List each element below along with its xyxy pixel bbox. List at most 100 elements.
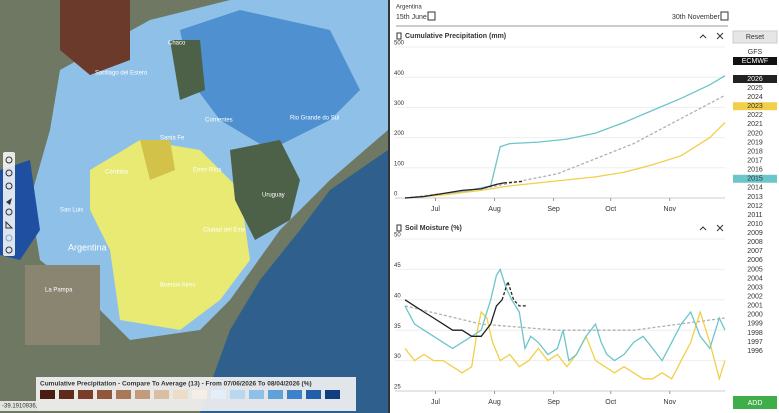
start-date[interactable]: 15th June xyxy=(396,14,427,21)
swatch xyxy=(287,390,302,399)
y-tick-label: 25 xyxy=(394,385,401,391)
series-line xyxy=(404,94,726,199)
tool-settings[interactable] xyxy=(5,246,13,254)
year[interactable]: 2008 xyxy=(747,239,763,246)
year[interactable]: 1998 xyxy=(747,330,763,337)
year[interactable]: 2025 xyxy=(747,85,763,92)
year[interactable]: 2004 xyxy=(747,275,763,282)
year[interactable]: 1997 xyxy=(747,339,763,346)
year[interactable]: 2005 xyxy=(747,266,763,273)
end-date[interactable]: 30th November xyxy=(672,14,721,21)
year[interactable]: 2007 xyxy=(747,248,763,255)
series-line xyxy=(404,305,726,331)
calendar-icon[interactable] xyxy=(720,11,729,21)
add-button[interactable] xyxy=(733,396,777,409)
x-tick-label: Nov xyxy=(664,206,677,213)
model[interactable]: ECMWF xyxy=(742,58,768,65)
swatch xyxy=(306,390,321,399)
swatch xyxy=(211,390,226,399)
tool-navigate[interactable] xyxy=(6,198,12,205)
year[interactable]: 1999 xyxy=(747,321,763,328)
series-line xyxy=(501,279,527,307)
x-tick-label: Nov xyxy=(664,399,677,406)
y-tick-label: 200 xyxy=(394,131,405,137)
tool-zoom-out[interactable] xyxy=(5,182,13,190)
region-brown xyxy=(60,0,130,75)
year[interactable]: 2001 xyxy=(747,303,763,310)
swatch xyxy=(40,390,55,399)
map-label: Ciudad del Este xyxy=(203,228,246,234)
series-line xyxy=(404,182,505,199)
year[interactable]: 2009 xyxy=(747,230,763,237)
swatch xyxy=(192,390,207,399)
collapse-icon[interactable] xyxy=(699,226,707,231)
year[interactable]: 2019 xyxy=(747,139,763,146)
y-tick-label: 30 xyxy=(394,354,401,360)
year[interactable]: 2024 xyxy=(747,94,763,101)
add-label[interactable]: ADD xyxy=(748,400,763,407)
divider[interactable] xyxy=(388,0,390,413)
swatch xyxy=(97,390,112,399)
map-label: Buenos Aires xyxy=(160,283,195,289)
swatch xyxy=(78,390,93,399)
y-tick-label: 400 xyxy=(394,71,405,77)
tool-measure[interactable] xyxy=(5,220,14,229)
collapse-icon[interactable] xyxy=(699,34,707,39)
swatch xyxy=(230,390,245,399)
swatch xyxy=(325,390,340,399)
year[interactable]: 2018 xyxy=(747,148,763,155)
close-icon[interactable] xyxy=(716,32,724,40)
tool-layers[interactable] xyxy=(5,156,13,164)
year-selected xyxy=(733,75,777,83)
x-tick-label: Aug xyxy=(488,206,501,213)
year[interactable]: 2022 xyxy=(747,112,763,119)
drag-icon[interactable] xyxy=(396,32,402,40)
tool-search[interactable] xyxy=(5,208,13,216)
map-label: Santa Fe xyxy=(160,136,185,142)
drag-icon[interactable] xyxy=(396,224,402,232)
reset-label[interactable]: Reset xyxy=(746,34,764,41)
year[interactable]: 1996 xyxy=(747,348,763,355)
chart-title: Cumulative Precipitation (mm) xyxy=(405,33,506,40)
year[interactable]: 2026 xyxy=(747,76,763,83)
tool-zoom-in[interactable] xyxy=(5,169,13,177)
year[interactable]: 2012 xyxy=(747,203,763,210)
model[interactable]: GFS xyxy=(748,49,763,56)
year[interactable]: 2000 xyxy=(747,312,763,319)
region-green xyxy=(170,40,205,100)
x-tick-label: Sep xyxy=(547,206,560,213)
legend-title: Cumulative Precipitation - Compare To Av… xyxy=(40,381,312,388)
close-icon[interactable] xyxy=(716,224,724,232)
map-label: Chaco xyxy=(168,41,186,47)
region-yellow-dark xyxy=(140,140,175,180)
calendar-icon[interactable] xyxy=(427,11,436,21)
charts: Cumulative Precipitation (mm) 0 100 200 300 4… xyxy=(394,32,726,406)
region-blue-dark xyxy=(180,10,360,150)
year[interactable]: 2016 xyxy=(747,167,763,174)
year-selected xyxy=(733,102,777,111)
series-line xyxy=(503,180,524,184)
year[interactable]: 2010 xyxy=(747,221,763,228)
series-line xyxy=(404,122,726,199)
year[interactable]: 2021 xyxy=(747,121,763,128)
year[interactable]: 2020 xyxy=(747,130,763,137)
reset-button[interactable] xyxy=(732,30,778,44)
coordinates: -39.1910936, xyxy=(2,404,38,410)
tool-locate[interactable] xyxy=(5,234,13,242)
map: Santiago del Estero Chaco Corrientes San… xyxy=(0,0,388,413)
year[interactable]: 2017 xyxy=(747,157,763,164)
year[interactable]: 2014 xyxy=(747,185,763,192)
year[interactable]: 2006 xyxy=(747,257,763,264)
year[interactable]: 2011 xyxy=(747,212,762,219)
chart-title: Soil Moisture (%) xyxy=(405,225,462,232)
year[interactable]: 2013 xyxy=(747,194,763,201)
coord-box xyxy=(0,401,36,411)
swatch xyxy=(268,390,283,399)
year[interactable]: 2002 xyxy=(747,294,763,301)
year[interactable]: 2023 xyxy=(747,103,763,110)
year[interactable]: 2015 xyxy=(747,176,763,183)
y-tick-label: 300 xyxy=(394,101,405,107)
year[interactable]: 2003 xyxy=(747,284,763,291)
map-label: La Pampa xyxy=(45,288,73,294)
